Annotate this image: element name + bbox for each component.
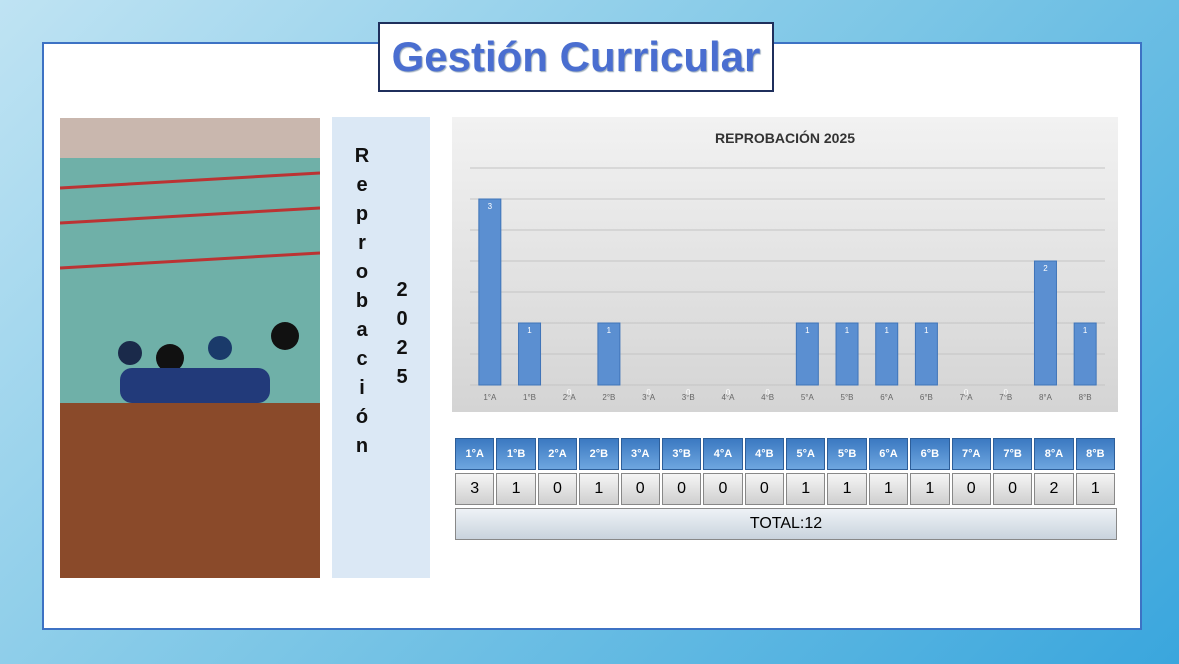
chart-title: REPROBACIÓN 2025	[715, 129, 855, 146]
header-cell: 4°A	[703, 438, 742, 470]
header-cell: 6°B	[910, 438, 949, 470]
value-cell: 0	[952, 473, 991, 505]
x-tick-label: 5°B	[841, 393, 854, 402]
value-cell: 3	[455, 473, 494, 505]
header-cell: 7°B	[993, 438, 1032, 470]
header-cell: 4°B	[745, 438, 784, 470]
data-label: 1	[1083, 326, 1088, 335]
data-label: 1	[884, 326, 889, 335]
x-tick-label: 8°B	[1079, 393, 1092, 402]
x-tick-label: 6°B	[920, 393, 933, 402]
value-cell: 1	[910, 473, 949, 505]
data-label: 0	[1004, 388, 1009, 397]
total: TOTAL:12	[455, 508, 1117, 540]
bar	[479, 199, 501, 385]
x-tick-label: 2°B	[602, 393, 615, 402]
value-cell: 1	[579, 473, 618, 505]
value-cell: 1	[827, 473, 866, 505]
data-label: 1	[805, 326, 810, 335]
header-cell: 3°B	[662, 438, 701, 470]
data-label: 0	[765, 388, 770, 397]
header-cell: 2°A	[538, 438, 577, 470]
value-cell: 1	[786, 473, 825, 505]
header-cell: 1°B	[496, 438, 535, 470]
header-cell: 6°A	[869, 438, 908, 470]
header-cell: 5°A	[786, 438, 825, 470]
x-tick-label: 8°A	[1039, 393, 1053, 402]
value-cell: 2	[1034, 473, 1073, 505]
value-cell: 1	[869, 473, 908, 505]
value-cell: 0	[703, 473, 742, 505]
x-tick-label: 5°A	[801, 393, 815, 402]
value-cell: 0	[662, 473, 701, 505]
x-tick-label: 6°A	[880, 393, 894, 402]
header-cell: 5°B	[827, 438, 866, 470]
header-cell: 2°B	[579, 438, 618, 470]
value-cell: 1	[1076, 473, 1115, 505]
data-label: 0	[567, 388, 572, 397]
data-label: 1	[924, 326, 929, 335]
value-cell: 0	[993, 473, 1032, 505]
data-label: 1	[845, 326, 850, 335]
bar	[1034, 261, 1056, 385]
chart: REPROBACIÓN 2025 1°A31°B12°A02°B13°A03°B…	[0, 0, 1179, 430]
data-label: 1	[607, 326, 612, 335]
value-cell: 0	[621, 473, 660, 505]
x-tick-label: 1°A	[483, 393, 497, 402]
data-label: 3	[488, 202, 493, 211]
value-cell: 0	[745, 473, 784, 505]
header-cell: 1°A	[455, 438, 494, 470]
value-cell: 0	[538, 473, 577, 505]
data-label: 0	[686, 388, 691, 397]
data-label: 1	[527, 326, 532, 335]
x-tick-label: 1°B	[523, 393, 536, 402]
data-label: 2	[1043, 264, 1048, 273]
page: Gestión Curricular Reprobación 2025 REPR…	[0, 0, 1179, 664]
chart-background	[452, 117, 1118, 412]
data-label: 0	[964, 388, 969, 397]
value-cell: 1	[496, 473, 535, 505]
header-cell: 8°B	[1076, 438, 1115, 470]
header-cell: 3°A	[621, 438, 660, 470]
data-label: 0	[646, 388, 651, 397]
header-cell: 7°A	[952, 438, 991, 470]
data-label: 0	[726, 388, 731, 397]
header-cell: 8°A	[1034, 438, 1073, 470]
